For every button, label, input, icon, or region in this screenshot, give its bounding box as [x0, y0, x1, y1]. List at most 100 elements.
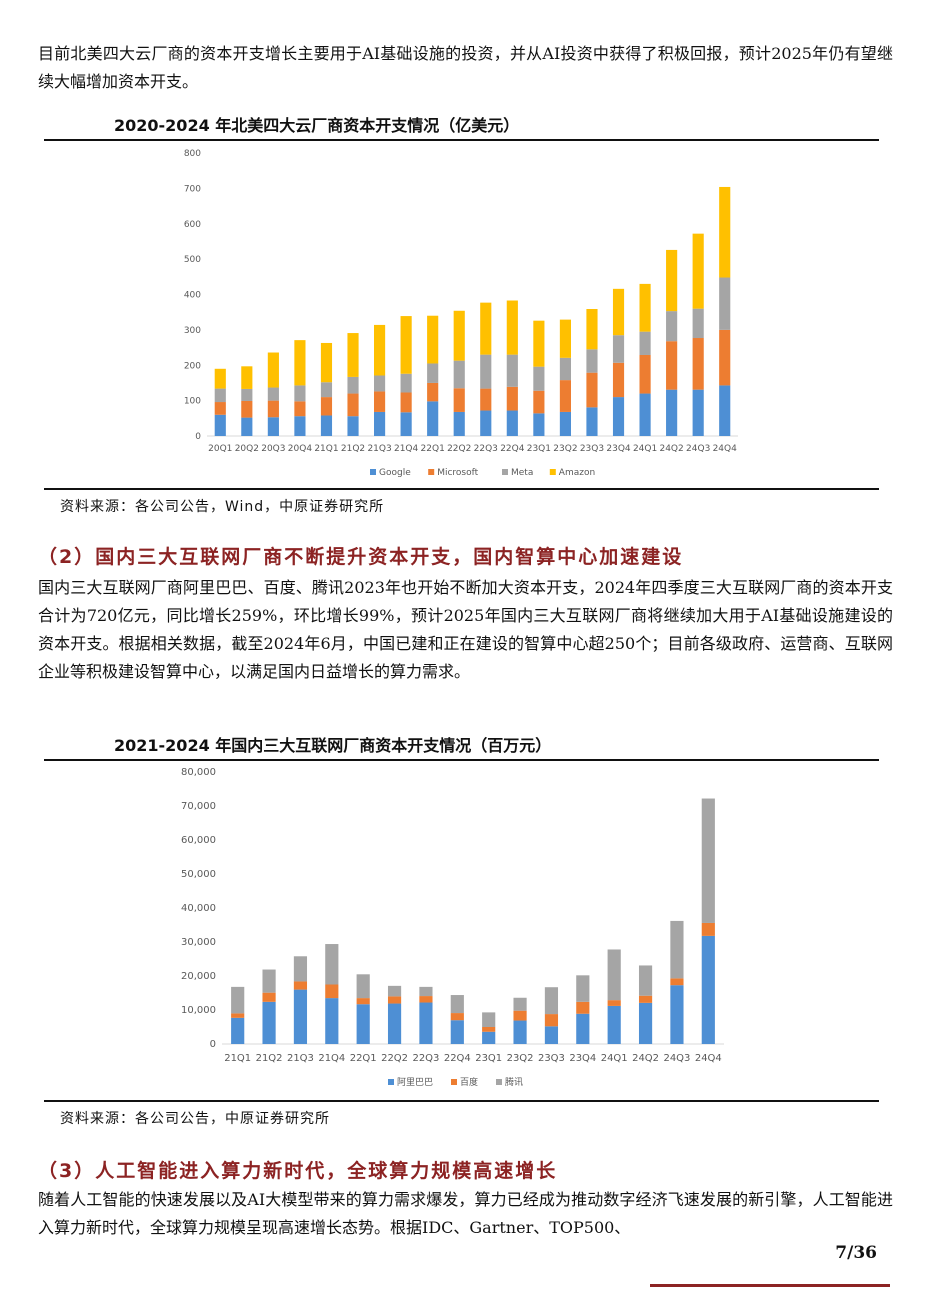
bar-segment-Meta-22Q1: [427, 363, 439, 383]
x-tick-label: 22Q1: [350, 1053, 377, 1064]
bar-segment-Google-20Q4: [294, 416, 306, 436]
bar-segment-Microsoft-20Q4: [294, 401, 306, 417]
bar-segment-Microsoft-20Q1: [214, 402, 226, 415]
x-tick-label: 21Q1: [314, 444, 338, 454]
bar-segment-阿里巴巴-22Q2: [387, 1003, 402, 1044]
bar-segment-阿里巴巴-23Q1: [482, 1031, 496, 1044]
bar-segment-Microsoft-20Q2: [241, 400, 253, 418]
x-tick-label: 22Q4: [444, 1053, 471, 1064]
bar-segment-Meta-20Q2: [241, 388, 253, 401]
x-tick-label: 20Q4: [288, 444, 313, 454]
bar-segment-Google-21Q3: [373, 411, 386, 436]
bar-segment-阿里巴巴-21Q3: [293, 989, 308, 1044]
footer-rule: [650, 1284, 890, 1287]
bar-segment-百度-23Q1: [482, 1027, 496, 1032]
chart2-capex-china-internet: 0 10,000 20,000 30,000 40,000 50,000 60,000 70,…: [181, 767, 724, 1088]
bar-segment-Google-24Q1: [639, 393, 651, 436]
x-tick-label: 21Q1: [224, 1053, 251, 1064]
bar-segment-腾讯-22Q4: [450, 995, 464, 1014]
bar-segment-Google-22Q3: [480, 410, 492, 436]
bar-segment-Microsoft-23Q4: [612, 362, 625, 398]
bar-segment-腾讯-23Q4: [576, 975, 590, 1002]
bar-segment-Meta-21Q1: [320, 382, 333, 398]
bar-segment-百度-22Q1: [356, 998, 370, 1005]
bar-segment-Meta-23Q4: [612, 335, 625, 363]
bar-segment-腾讯-24Q4: [701, 798, 715, 923]
bar-segment-阿里巴巴-22Q3: [419, 1002, 433, 1044]
y-tick-label: 800: [184, 149, 201, 159]
legend-swatch: [549, 469, 556, 475]
bar-segment-百度-22Q3: [419, 996, 433, 1003]
section3-heading: （3）人工智能进入算力新时代，全球算力规模高速增长: [38, 1160, 558, 1182]
y-tick-label: 80,000: [181, 767, 216, 778]
bar-segment-Meta-24Q2: [666, 311, 678, 342]
y-tick-label: 300: [184, 326, 201, 336]
bar-segment-腾讯-23Q1: [482, 1012, 496, 1027]
y-tick-label: 60,000: [181, 835, 216, 846]
bar-segment-Microsoft-21Q2: [347, 393, 359, 417]
bar-segment-百度-24Q1: [607, 1000, 621, 1006]
bar-segment-Amazon-22Q2: [453, 310, 465, 361]
y-tick-label: 20,000: [181, 971, 216, 982]
bar-segment-腾讯-24Q1: [607, 949, 621, 1001]
legend-label: Amazon: [559, 468, 595, 478]
bar-segment-阿里巴巴-21Q4: [325, 998, 339, 1044]
bar-segment-百度-21Q4: [325, 984, 339, 999]
chart1-top-rule: [44, 139, 879, 141]
bar-segment-阿里巴巴-24Q3: [670, 985, 684, 1044]
bar-segment-Google-21Q2: [347, 416, 359, 436]
bar-segment-Amazon-21Q2: [347, 333, 359, 377]
bar-segment-Meta-24Q3: [692, 308, 704, 339]
bar-segment-Meta-23Q3: [586, 349, 598, 373]
bar-segment-Microsoft-24Q4: [719, 329, 731, 386]
x-tick-label: 24Q4: [713, 444, 738, 454]
y-tick-label: 0: [195, 432, 201, 442]
chart2-top-rule: [44, 759, 879, 761]
bar-segment-腾讯-23Q3: [544, 987, 559, 1015]
bar-segment-Amazon-23Q2: [559, 319, 572, 358]
legend-swatch: [502, 469, 508, 475]
bar-segment-百度-22Q2: [387, 996, 402, 1004]
chart1-capex-north-america: 0 100 200 300 400 500 600 700 800 20Q1 20Q2 20Q3 20Q…: [184, 149, 738, 478]
x-tick-label: 22Q4: [500, 444, 525, 454]
bar-segment-Meta-21Q3: [373, 375, 386, 392]
bar-segment-Google-23Q2: [559, 411, 572, 436]
bar-segment-Google-22Q4: [506, 410, 518, 436]
section2-heading: （2）国内三大互联网厂商不断提升资本开支，国内智算中心加速建设: [38, 546, 684, 568]
bar-segment-百度-24Q3: [670, 978, 684, 986]
section2-paragraph: 国内三大互联网厂商阿里巴巴、百度、腾讯2023年也开始不断加大资本开支，2024…: [38, 578, 893, 681]
bar-segment-Microsoft-23Q2: [559, 380, 572, 412]
x-tick-label: 23Q4: [569, 1053, 596, 1064]
bar-segment-百度-23Q3: [544, 1014, 559, 1027]
bar-segment-腾讯-21Q4: [325, 944, 339, 985]
x-tick-label: 21Q3: [287, 1053, 314, 1064]
bar-segment-Microsoft-20Q3: [267, 400, 279, 418]
y-tick-label: 40,000: [181, 903, 216, 914]
x-tick-label: 24Q3: [686, 444, 710, 454]
bar-segment-Amazon-24Q1: [639, 283, 651, 332]
bar-segment-Amazon-20Q2: [241, 366, 253, 389]
x-tick-label: 22Q2: [381, 1053, 408, 1064]
bar-segment-Google-23Q1: [533, 413, 545, 436]
bar-segment-Microsoft-24Q2: [666, 341, 678, 390]
bar-segment-Amazon-23Q4: [612, 288, 625, 336]
y-tick-label: 30,000: [181, 937, 216, 948]
legend-label: Google: [379, 468, 411, 478]
x-tick-label: 22Q1: [421, 444, 445, 454]
x-tick-label: 22Q3: [412, 1053, 439, 1064]
bar-segment-Microsoft-21Q3: [373, 391, 386, 412]
legend-label: 百度: [460, 1076, 478, 1088]
chart1-source: 资料来源：各公司公告，Wind，中原证券研究所: [60, 499, 385, 515]
bar-segment-腾讯-21Q2: [262, 969, 276, 993]
x-tick-label: 24Q3: [663, 1053, 690, 1064]
bar-segment-Amazon-22Q3: [480, 302, 492, 355]
bar-segment-腾讯-22Q1: [356, 974, 370, 999]
legend-swatch: [428, 469, 435, 475]
bar-segment-Google-20Q2: [241, 417, 253, 436]
x-tick-label: 24Q2: [659, 444, 683, 454]
bar-segment-阿里巴巴-24Q2: [638, 1002, 653, 1044]
x-tick-label: 24Q2: [632, 1053, 659, 1064]
bar-segment-Amazon-23Q1: [533, 320, 545, 367]
bar-segment-Microsoft-21Q4: [400, 392, 412, 413]
bar-segment-Google-20Q1: [214, 414, 226, 436]
